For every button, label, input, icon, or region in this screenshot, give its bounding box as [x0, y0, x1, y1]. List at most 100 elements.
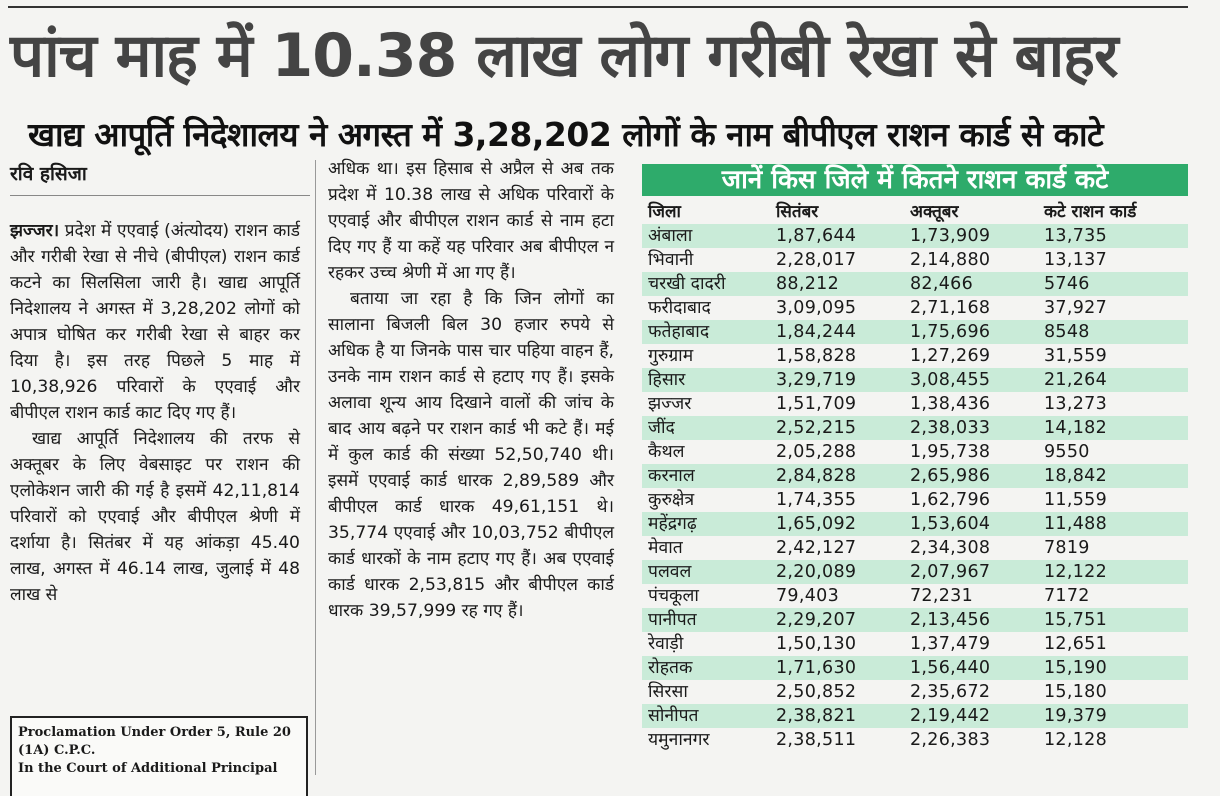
table-row: महेंद्रगढ़ 1,65,092 1,53,604 11,488	[642, 512, 1188, 536]
district-cell: यमुनानगर	[642, 728, 770, 752]
october-cell: 2,35,672	[904, 680, 1038, 704]
district-cell: झज्जर	[642, 392, 770, 416]
october-cell: 2,71,168	[904, 296, 1038, 320]
district-cell: मेवात	[642, 536, 770, 560]
district-cell: हिसार	[642, 368, 770, 392]
cards-cut-cell: 15,190	[1038, 656, 1188, 680]
september-cell: 1,84,244	[770, 320, 904, 344]
table-row: पलवल 2,20,089 2,07,967 12,122	[642, 560, 1188, 584]
october-cell: 1,38,436	[904, 392, 1038, 416]
table-row: मेवात 2,42,127 2,34,308 7819	[642, 536, 1188, 560]
september-cell: 2,52,215	[770, 416, 904, 440]
october-cell: 3,08,455	[904, 368, 1038, 392]
september-cell: 2,38,821	[770, 704, 904, 728]
september-cell: 1,65,092	[770, 512, 904, 536]
september-cell: 2,28,017	[770, 248, 904, 272]
october-cell: 1,62,796	[904, 488, 1038, 512]
cards-cut-cell: 13,273	[1038, 392, 1188, 416]
district-cell: करनाल	[642, 464, 770, 488]
october-cell: 2,34,308	[904, 536, 1038, 560]
cards-cut-cell: 5746	[1038, 272, 1188, 296]
september-cell: 1,87,644	[770, 224, 904, 248]
cards-cut-cell: 15,180	[1038, 680, 1188, 704]
cards-cut-cell: 11,488	[1038, 512, 1188, 536]
column-divider	[315, 160, 316, 775]
district-cell: फतेहाबाद	[642, 320, 770, 344]
district-ration-card-table: जानें किस जिले में कितने राशन कार्ड कटे …	[642, 164, 1188, 752]
header-october: अक्तूबर	[910, 201, 959, 222]
dateline-place: झज्जर।	[10, 221, 60, 241]
subheadline: खाद्य आपूर्ति निदेशालय ने अगस्त में 3,28…	[28, 115, 1104, 154]
october-cell: 1,56,440	[904, 656, 1038, 680]
cards-cut-cell: 15,751	[1038, 608, 1188, 632]
october-cell: 72,231	[904, 584, 1038, 608]
cards-cut-cell: 7819	[1038, 536, 1188, 560]
october-cell: 1,95,738	[904, 440, 1038, 464]
proclamation-notice: Proclamation Under Order 5, Rule 20 (1A)…	[10, 716, 308, 796]
table-row: झज्जर 1,51,709 1,38,436 13,273	[642, 392, 1188, 416]
proclamation-line: Proclamation Under Order 5, Rule 20	[18, 725, 291, 740]
october-cell: 2,19,442	[904, 704, 1038, 728]
cards-cut-cell: 8548	[1038, 320, 1188, 344]
district-cell: कैथल	[642, 440, 770, 464]
header-cards-cut: कटे राशन कार्ड	[1044, 201, 1137, 222]
table-row: गुरुग्राम 1,58,828 1,27,269 31,559	[642, 344, 1188, 368]
table-row: रेवाड़ी 1,50,130 1,37,479 12,651	[642, 632, 1188, 656]
article-paragraph: झज्जर। प्रदेश में एएवाई (अंत्योदय) राशन …	[10, 218, 300, 426]
district-cell: चरखी दादरी	[642, 272, 770, 296]
cards-cut-cell: 13,735	[1038, 224, 1188, 248]
october-cell: 2,13,456	[904, 608, 1038, 632]
article-paragraph: खाद्य आपूर्ति निदेशालय की तरफ से अक्तूबर…	[10, 429, 300, 605]
headline: पांच माह में 10.38 लाख लोग गरीबी रेखा से…	[10, 21, 1119, 91]
september-cell: 79,403	[770, 584, 904, 608]
byline: रवि हसिजा	[10, 163, 87, 185]
top-rule	[8, 6, 1188, 8]
data-table: जिला सितंबर अक्तूबर कटे राशन कार्ड अंबाल…	[642, 196, 1188, 752]
proclamation-line: In the Court of Additional Principal	[18, 761, 278, 776]
table-row: जींद 2,52,215 2,38,033 14,182	[642, 416, 1188, 440]
september-cell: 1,51,709	[770, 392, 904, 416]
september-cell: 2,20,089	[770, 560, 904, 584]
september-cell: 1,50,130	[770, 632, 904, 656]
table-row: अंबाला 1,87,644 1,73,909 13,735	[642, 224, 1188, 248]
district-cell: सोनीपत	[642, 704, 770, 728]
table-row: पानीपत 2,29,207 2,13,456 15,751	[642, 608, 1188, 632]
cards-cut-cell: 9550	[1038, 440, 1188, 464]
table-row: यमुनानगर 2,38,511 2,26,383 12,128	[642, 728, 1188, 752]
october-cell: 1,27,269	[904, 344, 1038, 368]
table-row: कुरुक्षेत्र 1,74,355 1,62,796 11,559	[642, 488, 1188, 512]
district-cell: अंबाला	[642, 224, 770, 248]
october-cell: 1,75,696	[904, 320, 1038, 344]
district-cell: जींद	[642, 416, 770, 440]
byline-divider	[10, 195, 310, 196]
article-column-1: झज्जर। प्रदेश में एएवाई (अंत्योदय) राशन …	[10, 218, 300, 608]
district-cell: पानीपत	[642, 608, 770, 632]
district-cell: रेवाड़ी	[642, 632, 770, 656]
header-september: सितंबर	[776, 201, 819, 222]
district-cell: कुरुक्षेत्र	[642, 488, 770, 512]
table-row: रोहतक 1,71,630 1,56,440 15,190	[642, 656, 1188, 680]
september-cell: 88,212	[770, 272, 904, 296]
october-cell: 2,07,967	[904, 560, 1038, 584]
article-paragraph: बताया जा रहा है कि जिन लोगों का सालाना ब…	[328, 289, 614, 621]
table-header-row: जिला सितंबर अक्तूबर कटे राशन कार्ड	[642, 196, 1188, 224]
table-row: फतेहाबाद 1,84,244 1,75,696 8548	[642, 320, 1188, 344]
september-cell: 2,38,511	[770, 728, 904, 752]
october-cell: 2,26,383	[904, 728, 1038, 752]
october-cell: 2,65,986	[904, 464, 1038, 488]
article-column-2: अधिक था। इस हिसाब से अप्रैल से अब तक प्र…	[328, 156, 614, 624]
cards-cut-cell: 7172	[1038, 584, 1188, 608]
september-cell: 1,74,355	[770, 488, 904, 512]
district-cell: रोहतक	[642, 656, 770, 680]
cards-cut-cell: 14,182	[1038, 416, 1188, 440]
october-cell: 1,37,479	[904, 632, 1038, 656]
cards-cut-cell: 19,379	[1038, 704, 1188, 728]
october-cell: 2,14,880	[904, 248, 1038, 272]
table-row: पंचकूला 79,403 72,231 7172	[642, 584, 1188, 608]
table-row: सिरसा 2,50,852 2,35,672 15,180	[642, 680, 1188, 704]
cards-cut-cell: 12,651	[1038, 632, 1188, 656]
district-cell: भिवानी	[642, 248, 770, 272]
september-cell: 2,05,288	[770, 440, 904, 464]
october-cell: 82,466	[904, 272, 1038, 296]
september-cell: 3,29,719	[770, 368, 904, 392]
